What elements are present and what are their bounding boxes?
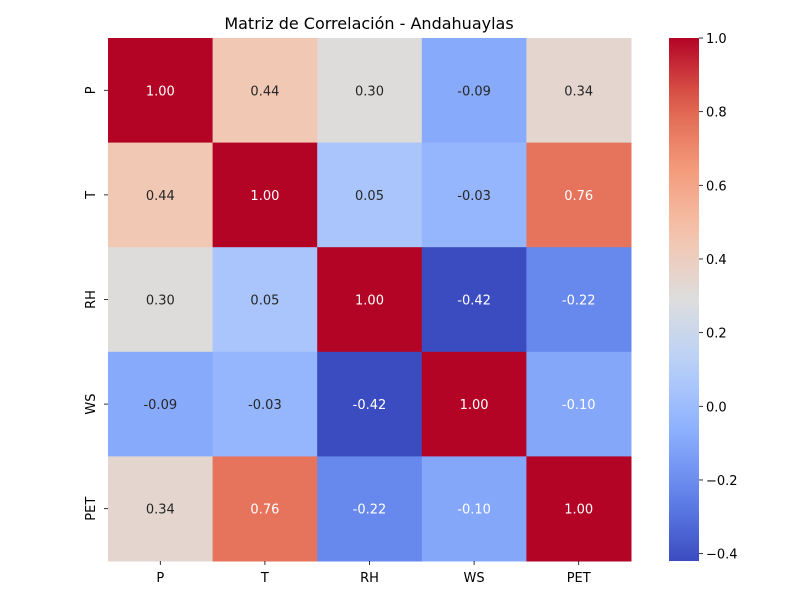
chart-title: Matriz de Correlación - Andahuaylas — [224, 14, 513, 33]
x-tick-label: PET — [567, 571, 591, 586]
y-tick-label: RH — [84, 290, 99, 309]
colorbar-tick-label: 0.6 — [706, 179, 727, 194]
heatmap-cell-label: 0.34 — [564, 84, 593, 99]
heatmap-cell-label: 1.00 — [146, 84, 175, 99]
heatmap-cell-label: -0.22 — [353, 503, 387, 518]
heatmap-cell-p-rh — [317, 38, 423, 144]
heatmap-cell-ws-rh — [317, 351, 423, 457]
colorbar-tick-label: 1.0 — [706, 32, 727, 47]
heatmap-cell-label: 0.30 — [355, 84, 384, 99]
heatmap-cell-ws-p — [108, 351, 214, 457]
heatmap-cell-label: -0.22 — [562, 294, 596, 309]
heatmap-cell-label: 1.00 — [355, 294, 384, 309]
y-axis-ticks: P T RH WS PET — [84, 86, 108, 521]
y-tick-label: PET — [84, 497, 99, 521]
x-tick-label: T — [260, 571, 269, 586]
x-axis-ticks: P T RH WS PET — [156, 561, 591, 586]
heatmap-cell-label: -0.42 — [457, 294, 491, 309]
heatmap-cell-p-pet — [526, 38, 632, 144]
heatmap-cell-pet-p — [108, 456, 214, 562]
colorbar-tick-label: 0.0 — [706, 400, 727, 415]
heatmap-cell-p-t — [212, 38, 318, 144]
heatmap-cell-t-t — [212, 142, 318, 248]
colorbar-tick-label: −0.4 — [706, 548, 738, 563]
heatmap-cell-label: -0.09 — [143, 398, 177, 413]
colorbar-tick-label: 0.2 — [706, 327, 727, 342]
colorbar-ticks: 1.0 0.8 0.6 0.4 0.2 0.0 −0.2 −0.4 — [699, 32, 738, 563]
heatmap-cell-label: -0.10 — [457, 503, 491, 518]
heatmap-cell-label: 1.00 — [460, 398, 489, 413]
colorbar-tick-label: 0.4 — [706, 253, 727, 268]
heatmap-cell-rh-p — [108, 247, 214, 353]
heatmap-cell-label: -0.03 — [248, 398, 282, 413]
heatmap-cell-label: 1.00 — [250, 189, 279, 204]
y-tick-label: T — [84, 191, 99, 200]
heatmap-cell-label: 0.30 — [146, 294, 175, 309]
heatmap-cell-ws-ws — [421, 351, 527, 457]
heatmap-cell-label: -0.03 — [457, 189, 491, 204]
heatmap-cell-t-pet — [526, 142, 632, 248]
colorbar-tick-label: −0.2 — [706, 474, 738, 489]
heatmap-cell-pet-t — [212, 456, 318, 562]
heatmap-cell-label: 0.76 — [250, 503, 279, 518]
colorbar — [669, 38, 699, 561]
heatmap-cell-label: 0.44 — [250, 84, 279, 99]
heatmap-cell-label: 1.00 — [564, 503, 593, 518]
heatmap-cell-rh-t — [212, 247, 318, 353]
heatmap-cell-p-p — [108, 38, 214, 144]
heatmap-cell-label: 0.44 — [146, 189, 175, 204]
heatmap-cell-label: 0.76 — [564, 189, 593, 204]
heatmap-cells: 1.00 0.44 0.30 -0.09 0.34 0.44 1.00 0.05 -0.03 0.… — [108, 38, 632, 562]
heatmap-cell-rh-ws — [421, 247, 527, 353]
heatmap-cell-label: -0.42 — [353, 398, 387, 413]
heatmap-cell-p-ws — [421, 38, 527, 144]
heatmap-cell-label: 0.34 — [146, 503, 175, 518]
y-tick-label: P — [84, 86, 99, 94]
heatmap-cell-rh-rh — [317, 247, 423, 353]
heatmap-cell-label: 0.05 — [250, 294, 279, 309]
heatmap-cell-ws-pet — [526, 351, 632, 457]
heatmap-cell-t-p — [108, 142, 214, 248]
y-tick-label: WS — [84, 394, 99, 415]
heatmap-cell-t-rh — [317, 142, 423, 248]
heatmap-cell-label: -0.10 — [562, 398, 596, 413]
heatmap-cell-pet-pet — [526, 456, 632, 562]
x-tick-label: P — [156, 571, 164, 586]
x-tick-label: WS — [464, 571, 485, 586]
colorbar-tick-label: 0.8 — [706, 106, 727, 121]
heatmap-cell-pet-ws — [421, 456, 527, 562]
heatmap-cell-label: -0.09 — [457, 84, 491, 99]
heatmap-cell-label: 0.05 — [355, 189, 384, 204]
x-tick-label: RH — [360, 571, 379, 586]
heatmap-cell-ws-t — [212, 351, 318, 457]
heatmap-cell-t-ws — [421, 142, 527, 248]
heatmap-cell-rh-pet — [526, 247, 632, 353]
heatmap-cell-pet-rh — [317, 456, 423, 562]
